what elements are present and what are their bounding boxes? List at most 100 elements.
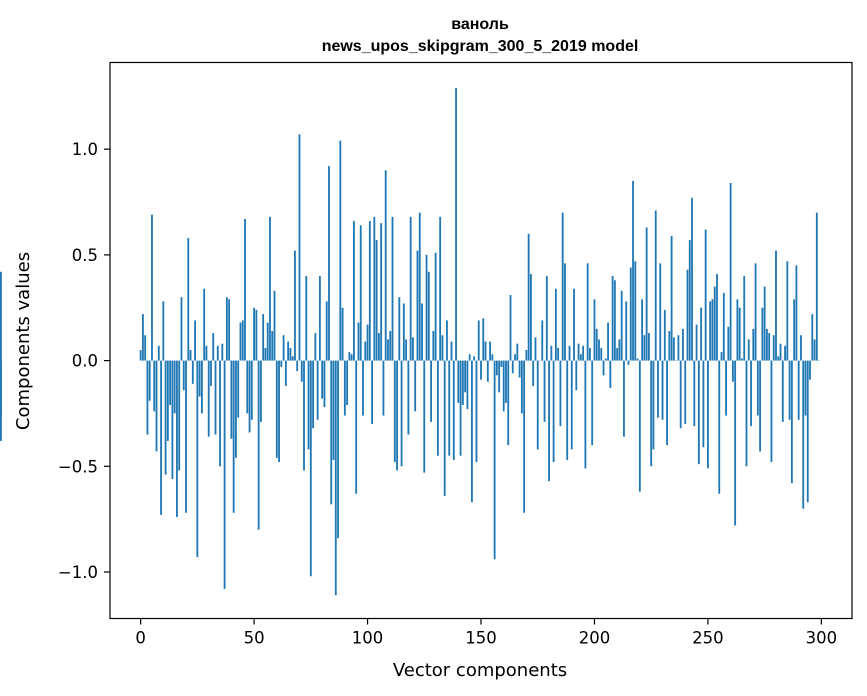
bar-185 — [559, 360, 562, 427]
bar-214 — [625, 301, 628, 361]
bar-143 — [464, 360, 467, 393]
bar-126 — [425, 254, 428, 361]
bar-111 — [391, 216, 394, 361]
bar-191 — [573, 288, 575, 361]
bar-25 — [196, 360, 199, 558]
bar-90 — [343, 360, 346, 416]
bar-107 — [382, 360, 385, 416]
bar-100 — [366, 324, 369, 361]
bar-19 — [182, 360, 185, 391]
bar-161 — [505, 360, 507, 403]
bar-274 — [761, 307, 764, 361]
bar-281 — [777, 356, 780, 361]
bar-129 — [432, 330, 435, 361]
bar-82 — [325, 301, 328, 361]
bar-190 — [570, 360, 573, 450]
bar-240 — [684, 360, 687, 424]
bar-212 — [620, 290, 623, 361]
bar-203 — [600, 347, 603, 361]
bar-160 — [502, 360, 505, 412]
bar-118 — [407, 360, 410, 435]
bar-15 — [173, 360, 176, 414]
bar-29 — [205, 345, 208, 361]
bar-156 — [493, 360, 496, 560]
bar-53 — [259, 360, 262, 422]
bar-57 — [269, 216, 271, 361]
bar-216 — [629, 267, 632, 361]
bar-168 — [520, 360, 523, 414]
x-axis-label: Vector components — [393, 660, 567, 681]
bar-99 — [364, 341, 367, 361]
bar-244 — [693, 360, 696, 427]
y-tick-label: 0.5 — [72, 246, 98, 265]
x-tick-label: 50 — [244, 629, 265, 648]
bars-group — [0, 87, 821, 596]
bar-96 — [357, 322, 360, 361]
bar-220 — [638, 360, 641, 492]
bar-86 — [334, 360, 337, 596]
bar-177 — [541, 320, 544, 361]
bar-245 — [695, 324, 698, 361]
y-axis-ticks: −1.0 −0.5 0.0 0.5 1.0 — [58, 140, 110, 582]
bar-192 — [575, 360, 578, 391]
bar-133 — [441, 335, 444, 361]
bar-147 — [473, 356, 476, 361]
bar-1 — [141, 314, 144, 361]
bar-120 — [412, 337, 414, 361]
bar-40 — [230, 360, 233, 439]
x-tick-label: 100 — [352, 629, 384, 648]
bar-125 — [423, 360, 426, 473]
bar-237 — [677, 335, 680, 361]
bar-249 — [704, 229, 707, 361]
bar-92 — [348, 352, 351, 361]
bar-146 — [471, 360, 473, 503]
y-tick-label: 0.0 — [72, 352, 98, 371]
bar-202 — [598, 339, 600, 361]
bar-296 — [811, 314, 814, 361]
bar-247 — [700, 307, 703, 361]
bar-undefined — [0, 360, 2, 416]
bar-205 — [604, 358, 607, 361]
bar-152 — [484, 341, 487, 361]
bar-8 — [157, 345, 160, 361]
bar-270 — [752, 328, 755, 361]
bar-209 — [613, 280, 616, 361]
bar-31 — [210, 360, 212, 386]
bar-72 — [303, 360, 305, 471]
bar-112 — [393, 360, 396, 463]
bar-257 — [722, 292, 725, 361]
bar-7 — [155, 360, 158, 452]
bar-102 — [371, 360, 373, 424]
bar-297 — [813, 339, 816, 361]
bar-13 — [169, 360, 172, 405]
bar-238 — [679, 360, 682, 429]
bar-71 — [300, 360, 303, 382]
bar-280 — [775, 250, 777, 361]
bar-115 — [400, 360, 403, 467]
bar-150 — [480, 360, 482, 380]
bar-16 — [176, 360, 178, 518]
bar-64 — [284, 360, 287, 386]
bar-159 — [500, 360, 503, 367]
bar-43 — [237, 360, 240, 418]
bar-34 — [216, 345, 219, 361]
bar-undefined — [0, 271, 2, 361]
bar-130 — [434, 252, 437, 361]
bar-246 — [697, 360, 700, 465]
bar-266 — [743, 276, 746, 361]
bar-113 — [396, 360, 398, 471]
bar-218 — [634, 261, 637, 361]
bar-11 — [164, 360, 167, 475]
bar-282 — [779, 343, 782, 361]
bar-229 — [659, 263, 662, 361]
bar-28 — [203, 288, 206, 361]
bar-108 — [384, 170, 387, 361]
bar-248 — [702, 360, 705, 448]
bar-219 — [636, 358, 639, 361]
bar-290 — [797, 360, 800, 420]
bar-250 — [707, 360, 709, 469]
bar-110 — [389, 330, 392, 361]
bar-89 — [341, 307, 344, 361]
bar-234 — [670, 235, 673, 361]
y-tick-label: −1.0 — [58, 563, 98, 582]
